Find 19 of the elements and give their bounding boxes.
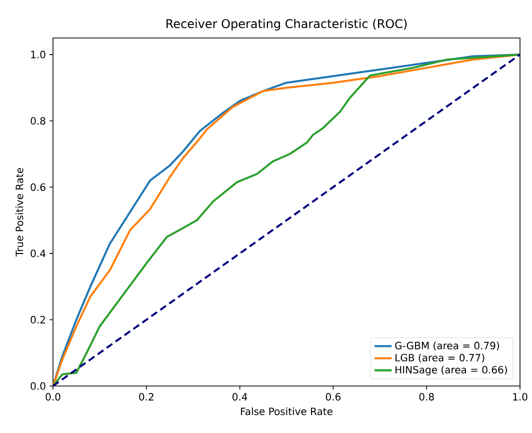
x-axis-title: False Positive Rate [241,407,332,416]
legend-label: HINSage (area = 0.66) [396,366,507,376]
x-tick-label: 1.0 [513,393,528,401]
y-tick-label: 0.2 [30,316,45,324]
x-tick-label: 0.4 [232,393,248,401]
y-axis-title: True Positive Rate [16,168,24,257]
y-tick-label: 0.8 [30,117,46,125]
legend-label: LGB (area = 0.77) [396,354,484,363]
x-tick-label: 0.8 [419,393,434,401]
y-tick-label: 1.0 [31,50,46,58]
y-tick-label: 0.0 [30,382,46,390]
y-tick-label: 0.6 [30,183,46,191]
line-series [53,54,520,386]
y-tick-label: 0.4 [30,250,46,258]
x-tick-label: 0.6 [326,393,341,401]
x-tick-label: 0.2 [139,393,154,401]
x-tick-label: 0.0 [46,393,60,401]
chart-title: Receiver Operating Characteristic (ROC) [166,18,407,31]
legend-label: G-GBM (area = 0.79) [395,342,499,351]
